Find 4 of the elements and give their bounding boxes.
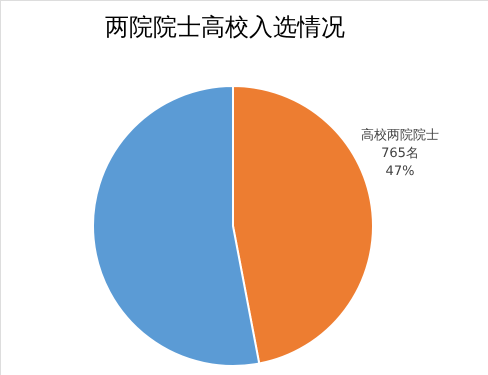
chart-title: 两院院士高校入选情况 (105, 13, 345, 41)
text: 765名 (381, 146, 419, 161)
data-label: 47% (386, 164, 414, 179)
slice-label: 高校两院院士 (361, 127, 439, 143)
